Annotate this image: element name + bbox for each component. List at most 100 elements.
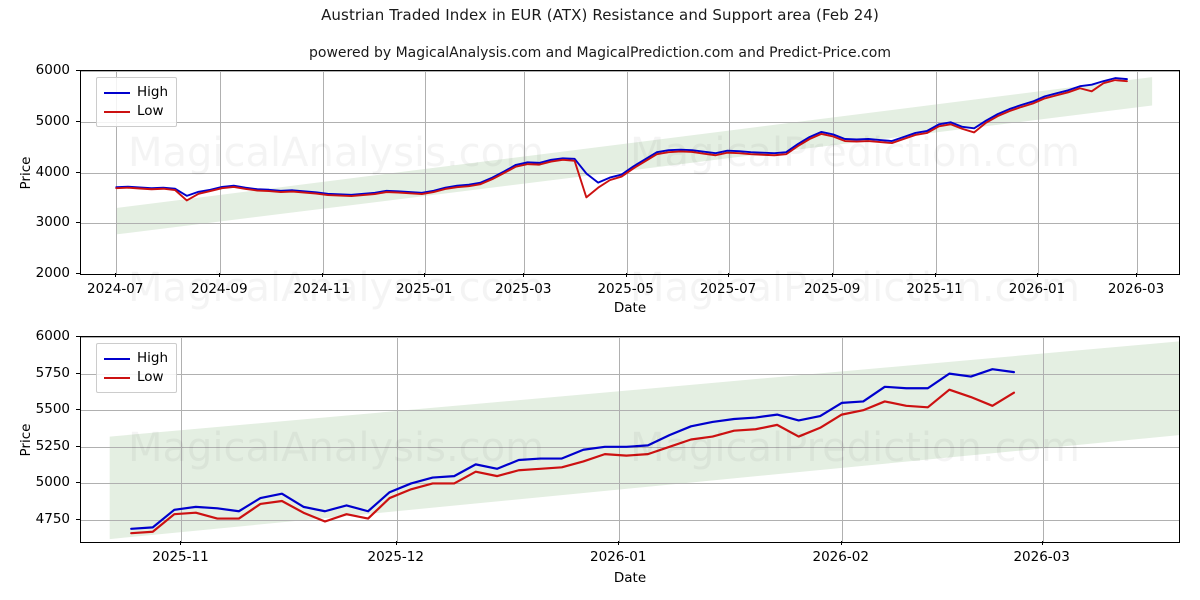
y-tick-mark	[76, 222, 80, 224]
series-line-high	[115, 77, 1128, 197]
x-tick-label: 2026-03	[1013, 549, 1070, 565]
gridline-vertical	[1042, 337, 1044, 542]
x-tick-label: 2025-05	[597, 281, 654, 297]
gridline-vertical	[116, 71, 118, 274]
gridline-vertical	[935, 71, 937, 274]
x-tick-label: 2025-12	[367, 549, 424, 565]
y-tick-mark	[76, 372, 80, 374]
y-tick-label: 5250	[35, 437, 70, 454]
x-tick-mark	[618, 541, 620, 545]
gridline-horizontal	[81, 373, 1179, 375]
band-polygon	[116, 77, 1153, 235]
gridline-vertical	[1137, 71, 1139, 274]
gridline-vertical	[396, 337, 398, 542]
x-tick-label: 2025-11	[152, 549, 209, 565]
y-tick-label: 5750	[35, 364, 70, 381]
y-tick-label: 5500	[35, 401, 70, 418]
x-tick-label: 2025-11	[906, 281, 963, 297]
y-tick-mark	[76, 519, 80, 521]
gridline-vertical	[841, 337, 843, 542]
gridline-vertical	[729, 71, 731, 274]
y-tick-label: 6000	[35, 328, 70, 344]
zoom-panel: Price Date High Low 4750 5000 5250 5500 5750…	[0, 320, 1200, 600]
y-tick-mark	[76, 482, 80, 484]
x-tick-mark	[840, 541, 842, 545]
x-tick-mark	[424, 273, 426, 277]
legend-row-low: Low	[104, 102, 168, 121]
support-resistance-band	[109, 341, 1179, 540]
legend-row-high: High	[104, 83, 168, 102]
y-tick-label: 5000	[35, 474, 70, 491]
x-tick-mark	[934, 273, 936, 277]
x-tick-label: 2025-03	[495, 281, 552, 297]
legend-label-low: Low	[137, 102, 164, 119]
series-line-low	[130, 388, 1016, 535]
x-tick-label: 2026-02	[812, 549, 869, 565]
y-tick-label: 3000	[35, 214, 70, 231]
x-tick-mark	[1136, 273, 1138, 277]
x-tick-mark	[219, 273, 221, 277]
overview-plot-area	[80, 70, 1180, 275]
y-tick-label: 5000	[35, 112, 70, 129]
x-tick-label: 2024-09	[191, 281, 248, 297]
y-tick-label: 6000	[35, 62, 70, 78]
gridline-horizontal	[81, 410, 1179, 412]
legend-row-low: Low	[104, 368, 168, 387]
series-line-low	[115, 79, 1128, 202]
series-layer	[130, 368, 1016, 535]
gridline-horizontal	[81, 337, 1179, 338]
x-tick-mark	[180, 541, 182, 545]
gridline-vertical	[322, 71, 324, 274]
gridline-horizontal	[81, 223, 1179, 225]
page-subtitle: powered by MagicalAnalysis.com and Magic…	[309, 45, 891, 61]
gridline-vertical	[1037, 71, 1039, 274]
overview-x-axis-label: Date	[613, 300, 647, 316]
gridline-vertical	[425, 71, 427, 274]
gridline-vertical	[220, 71, 222, 274]
overview-panel: Price Date High Low 2000 3000 4000 5000 6000…	[18, 62, 1180, 316]
x-tick-label: 2025-07	[699, 281, 757, 297]
legend-row-high: High	[104, 349, 168, 368]
y-tick-label: 2000	[35, 265, 70, 281]
y-tick-mark	[76, 336, 80, 337]
series-layer	[115, 77, 1128, 202]
overview-legend: High Low	[96, 77, 178, 127]
x-tick-label: 2024-07	[87, 281, 144, 297]
x-tick-mark	[728, 273, 730, 277]
x-tick-mark	[395, 541, 397, 545]
gridline-horizontal	[81, 71, 1179, 72]
x-tick-mark	[1041, 541, 1043, 545]
band-polygon	[109, 341, 1179, 540]
legend-label-high: High	[137, 83, 169, 100]
legend-label-high: High	[137, 349, 169, 366]
y-tick-mark	[76, 70, 80, 71]
y-tick-label: 4000	[35, 163, 70, 180]
gridline-vertical	[619, 337, 621, 542]
series-line-high	[130, 368, 1016, 530]
x-tick-mark	[115, 273, 117, 277]
y-tick-mark	[76, 120, 80, 122]
gridline-horizontal	[81, 274, 1179, 275]
zoom-x-axis-label: Date	[613, 570, 647, 586]
x-tick-label: 2026-01	[590, 549, 647, 565]
x-tick-mark	[321, 273, 323, 277]
x-tick-label: 2026-01	[1008, 281, 1066, 297]
gridline-horizontal	[81, 172, 1179, 174]
y-tick-mark	[76, 409, 80, 411]
x-tick-mark	[523, 273, 525, 277]
x-tick-label: 2025-01	[395, 281, 453, 297]
gridline-vertical	[181, 337, 183, 542]
gridline-horizontal	[81, 483, 1179, 485]
y-tick-mark	[76, 445, 80, 447]
page-title: Austrian Traded Index in EUR (ATX) Resis…	[321, 6, 879, 24]
support-resistance-band	[116, 77, 1153, 235]
gridline-horizontal	[81, 520, 1179, 522]
x-tick-mark	[625, 273, 627, 277]
gridline-vertical	[833, 71, 835, 274]
x-tick-label: 2025-09	[803, 281, 861, 297]
gridline-horizontal	[81, 121, 1179, 123]
y-tick-mark	[76, 171, 80, 173]
legend-swatch-high	[104, 357, 130, 360]
x-tick-label: 2024-11	[293, 281, 350, 297]
